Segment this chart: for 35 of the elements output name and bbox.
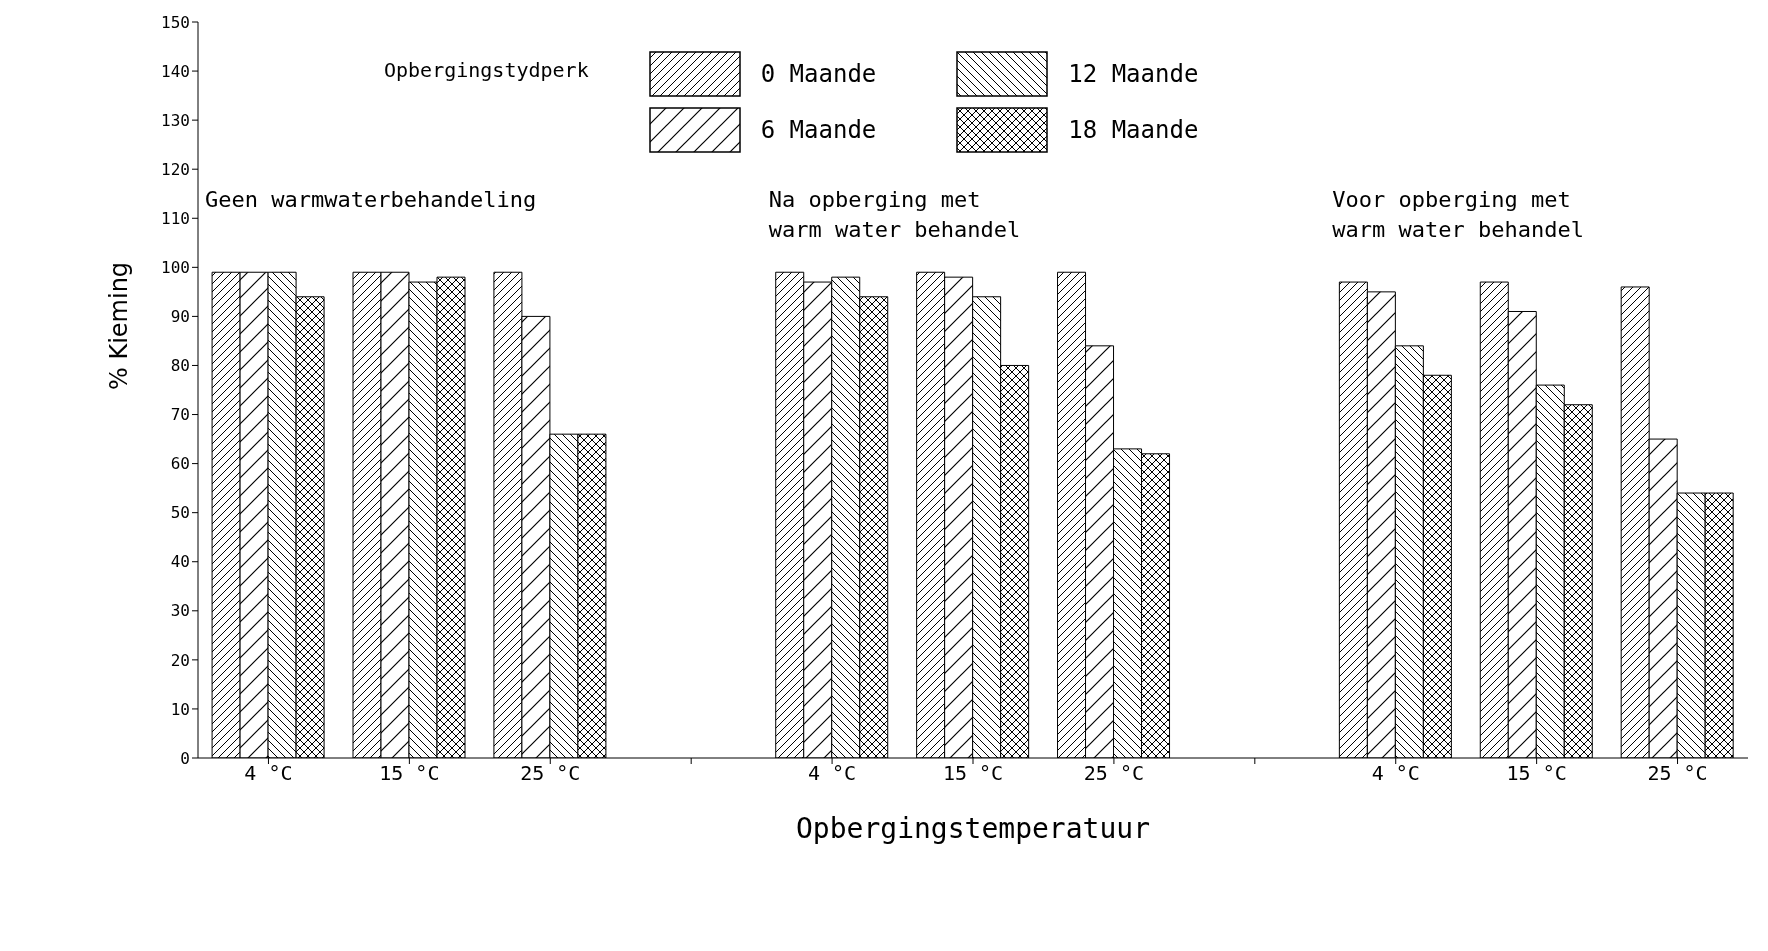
x-tick-label: 15 °C [379, 761, 440, 786]
y-tick-label: 120 [161, 159, 190, 179]
legend-label: 12 Maande [1068, 60, 1199, 89]
annotation: Na opberging met warm water behandel [768, 186, 1021, 245]
y-tick-label: 60 [170, 454, 190, 474]
x-tick-label: 25 °C [1083, 761, 1145, 786]
legend-label: 18 Maande [1068, 116, 1199, 145]
x-tick-label: 4 °C [244, 761, 293, 786]
x-tick-label: 15 °C [1506, 761, 1567, 786]
x-tick-label: 4 °C [808, 761, 857, 786]
y-tick-label: 10 [170, 699, 190, 719]
y-tick-label: 0 [180, 748, 190, 768]
annotation: Voor opberging met warm water behandel [1332, 186, 1584, 245]
y-tick-label: 70 [170, 405, 190, 425]
x-tick-label: 25 °C [520, 761, 581, 786]
legend-label: 6 Maande [760, 116, 877, 145]
y-tick-label: 140 [161, 61, 190, 81]
y-tick-label: 20 [170, 650, 190, 670]
x-tick-label: 4 °C [1371, 761, 1420, 786]
y-axis-title: % Kieming [104, 261, 133, 390]
y-tick-label: 110 [161, 208, 190, 228]
annotation: Geen warmwaterbehandeling [205, 186, 537, 215]
y-tick-label: 150 [161, 12, 190, 32]
y-tick-label: 80 [170, 356, 190, 376]
y-tick-label: 30 [170, 601, 190, 621]
legend-title: Opbergingstydperk [384, 58, 589, 83]
y-tick-label: 90 [170, 307, 190, 327]
y-tick-label: 100 [161, 258, 190, 278]
x-tick-label: 15 °C [942, 761, 1004, 786]
legend-label: 0 Maande [760, 60, 877, 89]
x-axis-title: Opbergingstemperatuur [795, 812, 1151, 845]
y-tick-label: 40 [170, 552, 190, 572]
y-tick-label: 130 [161, 110, 190, 130]
x-tick-label: 25 °C [1647, 761, 1708, 786]
y-tick-label: 50 [170, 503, 190, 523]
